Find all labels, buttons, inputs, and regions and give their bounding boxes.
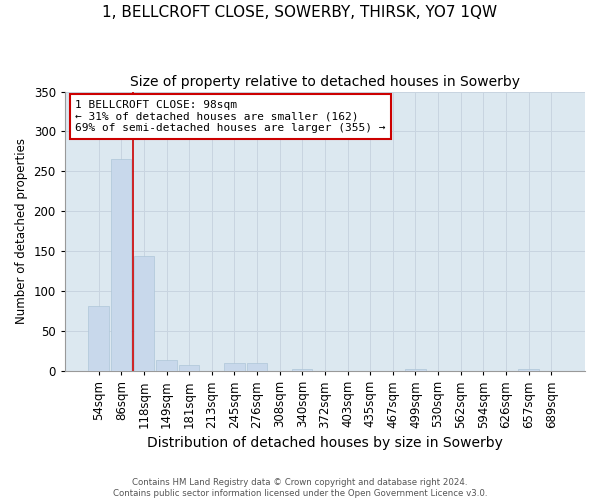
Title: Size of property relative to detached houses in Sowerby: Size of property relative to detached ho…: [130, 75, 520, 89]
Bar: [179, 364, 199, 371]
Text: Contains HM Land Registry data © Crown copyright and database right 2024.
Contai: Contains HM Land Registry data © Crown c…: [113, 478, 487, 498]
Bar: [292, 368, 313, 371]
Bar: [134, 256, 154, 371]
Bar: [224, 363, 245, 371]
Text: 1, BELLCROFT CLOSE, SOWERBY, THIRSK, YO7 1QW: 1, BELLCROFT CLOSE, SOWERBY, THIRSK, YO7…: [103, 5, 497, 20]
Text: 1 BELLCROFT CLOSE: 98sqm
← 31% of detached houses are smaller (162)
69% of semi-: 1 BELLCROFT CLOSE: 98sqm ← 31% of detach…: [75, 100, 386, 133]
Bar: [88, 306, 109, 371]
Y-axis label: Number of detached properties: Number of detached properties: [15, 138, 28, 324]
Bar: [111, 160, 131, 371]
Bar: [157, 360, 177, 371]
Bar: [247, 363, 267, 371]
Bar: [405, 368, 425, 371]
X-axis label: Distribution of detached houses by size in Sowerby: Distribution of detached houses by size …: [147, 436, 503, 450]
Bar: [518, 370, 539, 371]
